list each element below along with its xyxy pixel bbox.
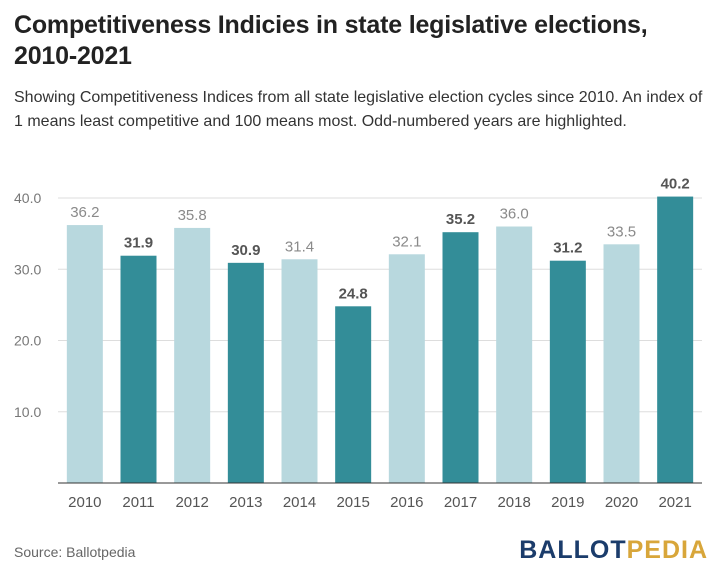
x-tick-label: 2013 <box>229 494 262 511</box>
x-tick-label: 2014 <box>283 494 316 511</box>
value-label: 32.1 <box>392 233 421 250</box>
x-tick-label: 2015 <box>336 494 369 511</box>
x-tick-label: 2020 <box>605 494 638 511</box>
logo-part-ballot: BALLOT <box>519 536 627 564</box>
value-label: 35.2 <box>446 211 475 228</box>
y-tick-label: 40.0 <box>14 190 41 206</box>
x-tick-label: 2019 <box>551 494 584 511</box>
bar-2015 <box>335 306 372 483</box>
y-tick-label: 30.0 <box>14 261 41 277</box>
y-tick-label: 10.0 <box>14 404 41 420</box>
bar-2014 <box>281 259 318 483</box>
bars <box>66 196 694 483</box>
value-label: 31.4 <box>285 238 314 255</box>
x-tick-label: 2017 <box>444 494 477 511</box>
bar-2012 <box>174 227 211 483</box>
value-label: 33.5 <box>607 223 636 240</box>
bar-2013 <box>227 262 264 483</box>
ballotpedia-logo: BALLOTPEDIA <box>519 536 708 565</box>
gridlines <box>58 197 702 413</box>
chart-title: Competitiveness Indicies in state legisl… <box>14 11 648 70</box>
bar-2011 <box>120 255 157 483</box>
chart-subtitle: Showing Competitiveness Indices from all… <box>14 89 703 130</box>
value-labels: 36.2 31.9 35.8 30.9 31.4 24.8 32.1 35.2 36.0 31.2… <box>70 176 690 303</box>
bar-2018 <box>496 226 533 483</box>
x-tick-label: 2012 <box>175 494 208 511</box>
logo-part-pedia: PEDIA <box>626 536 708 564</box>
x-tick-label: 2011 <box>122 494 154 511</box>
value-label: 36.0 <box>500 206 529 223</box>
y-axis: 10.0 20.0 30.0 40.0 <box>14 190 41 420</box>
bar-2017 <box>442 232 479 483</box>
bar-2021 <box>657 196 694 483</box>
bar-2019 <box>549 260 586 483</box>
bar-2016 <box>388 254 425 483</box>
value-label: 24.8 <box>339 285 368 302</box>
value-label: 31.2 <box>553 240 582 257</box>
x-tick-label: 2010 <box>68 494 101 511</box>
bar-2020 <box>603 244 640 483</box>
x-tick-label: 2018 <box>497 494 530 511</box>
x-axis: 2010 2011 2012 2013 2014 2015 2016 2017 2018 2019… <box>58 482 702 511</box>
x-tick-label: 2016 <box>390 494 423 511</box>
value-label: 40.2 <box>661 176 690 193</box>
value-label: 30.9 <box>231 242 260 259</box>
value-label: 35.8 <box>178 207 207 224</box>
value-label: 36.2 <box>70 204 99 221</box>
value-label: 31.9 <box>124 235 153 252</box>
bar-2010 <box>66 225 103 483</box>
y-tick-label: 20.0 <box>14 333 41 349</box>
source-note: Source: Ballotpedia <box>14 544 136 560</box>
x-tick-label: 2021 <box>658 494 691 511</box>
